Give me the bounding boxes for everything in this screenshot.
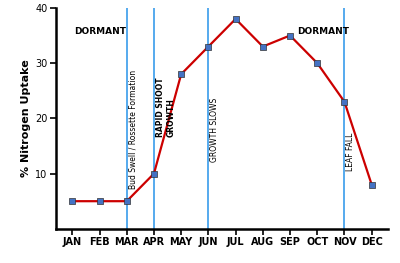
Point — [287, 33, 293, 38]
Point — [232, 17, 239, 21]
Point — [341, 100, 348, 104]
Text: RAPID SHOOT
GROWTH: RAPID SHOOT GROWTH — [156, 78, 175, 137]
Point — [69, 199, 76, 203]
Point — [96, 199, 103, 203]
Text: DORMANT: DORMANT — [297, 27, 349, 36]
Point — [368, 183, 375, 187]
Text: Bud Swell / Rossette Formation: Bud Swell / Rossette Formation — [129, 70, 138, 189]
Point — [124, 199, 130, 203]
Text: LEAF FALL: LEAF FALL — [346, 132, 355, 171]
Point — [178, 72, 184, 76]
Text: GROWTH SLOWS: GROWTH SLOWS — [210, 97, 219, 161]
Text: DORMANT: DORMANT — [74, 27, 126, 36]
Point — [314, 61, 320, 65]
Y-axis label: % Nitrogen Uptake: % Nitrogen Uptake — [21, 59, 31, 177]
Point — [151, 171, 157, 176]
Point — [205, 44, 212, 49]
Point — [260, 44, 266, 49]
